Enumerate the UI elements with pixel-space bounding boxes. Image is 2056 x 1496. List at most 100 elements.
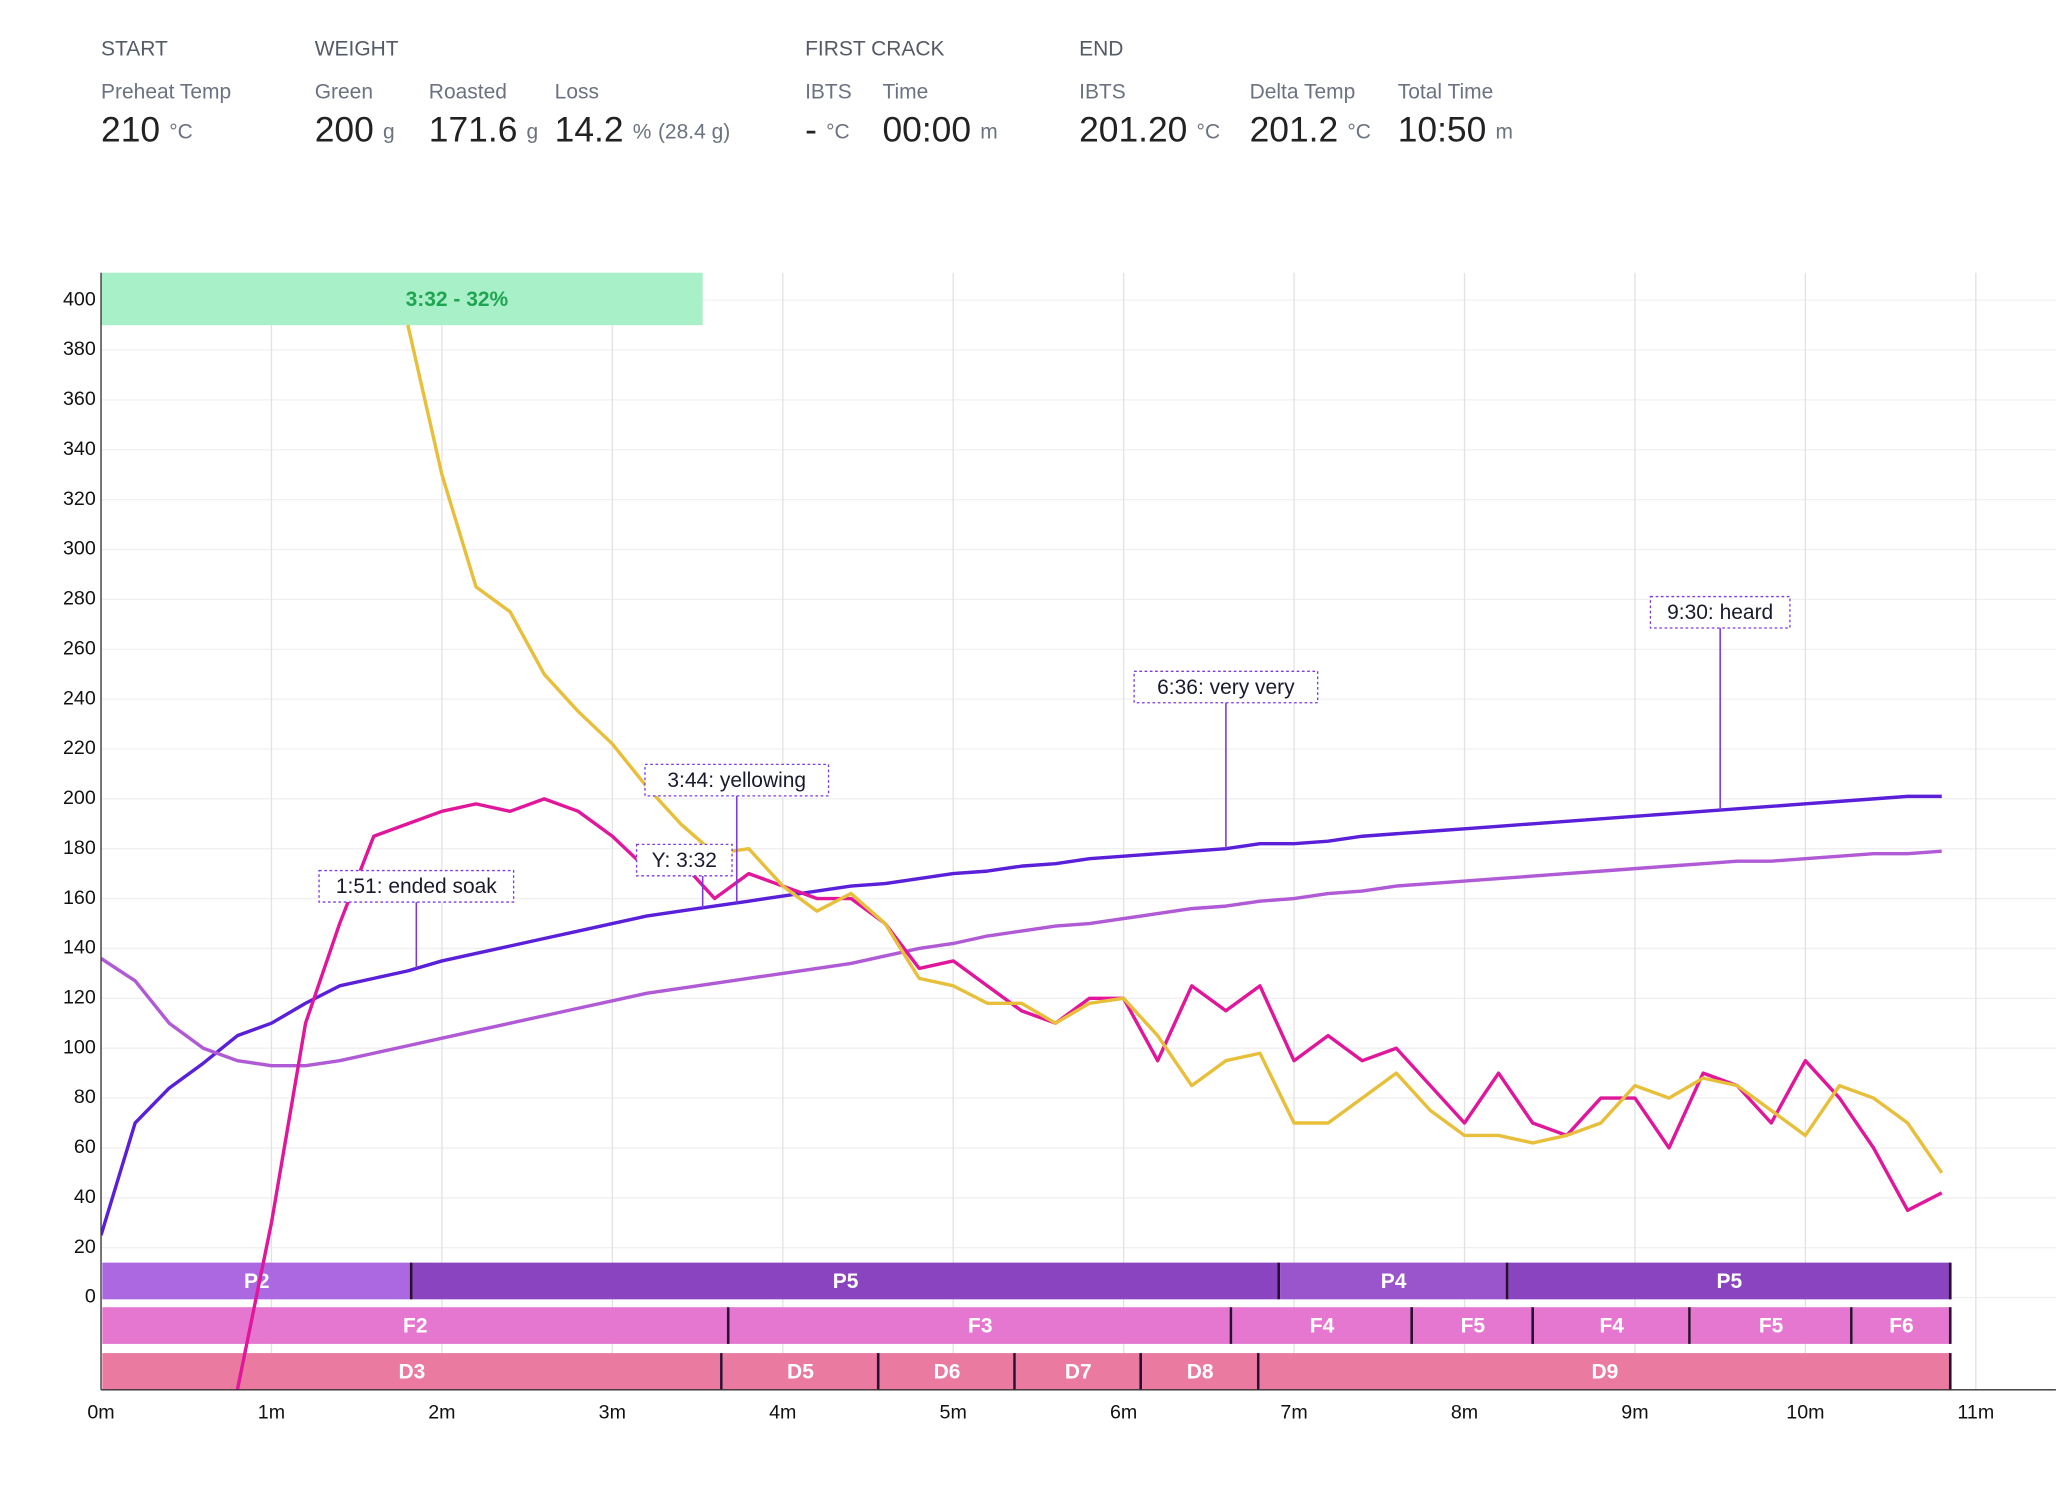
y-tick-label: 100 xyxy=(63,1036,96,1058)
phase-segment xyxy=(722,1353,879,1390)
x-tick-label: 0m xyxy=(87,1402,114,1424)
stat-value: 210 °C xyxy=(101,110,193,150)
x-tick-label: 5m xyxy=(940,1402,967,1424)
stat-value: 201.2 °C xyxy=(1250,110,1371,150)
series-line xyxy=(235,797,1943,1390)
value: 201.20 xyxy=(1079,110,1187,150)
unit: °C xyxy=(169,120,193,143)
annotation-box xyxy=(1133,670,1319,704)
stat-label: Roasted xyxy=(429,81,507,104)
x-tick-label: 11m xyxy=(1957,1402,1994,1424)
y-tick-label: 40 xyxy=(74,1186,96,1208)
annotation-label: 9:30: heard xyxy=(1667,601,1773,624)
segment-label: D3 xyxy=(398,1360,425,1383)
y-tick-label: 300 xyxy=(63,538,96,560)
segment-label: D9 xyxy=(1592,1360,1619,1383)
unit: g xyxy=(383,120,395,143)
y-tick-label: 80 xyxy=(74,1086,96,1108)
segment-label: F2 xyxy=(403,1314,427,1337)
phase-segment xyxy=(102,1307,729,1344)
phase-segment xyxy=(1852,1307,1951,1344)
phase-segment xyxy=(879,1353,1015,1390)
value: 171.6 xyxy=(429,110,518,150)
segment-label: F6 xyxy=(1889,1314,1913,1337)
segment-label: P2 xyxy=(244,1270,270,1293)
stat-label: Total Time xyxy=(1398,81,1494,104)
value: 10:50 xyxy=(1398,110,1487,150)
y-tick-label: 380 xyxy=(63,338,96,360)
phase-segment xyxy=(412,1262,1279,1300)
phase-segment xyxy=(1259,1353,1951,1390)
annotation-box xyxy=(1649,595,1791,629)
phase-segment xyxy=(1412,1307,1533,1344)
value: - xyxy=(805,110,817,150)
y-tick-label: 20 xyxy=(74,1236,96,1258)
x-tick-label: 7m xyxy=(1280,1402,1307,1424)
unit: m xyxy=(1495,120,1512,143)
segment-label: F4 xyxy=(1310,1314,1335,1337)
y-tick-label: 160 xyxy=(63,887,96,909)
group-title: START xyxy=(101,37,168,60)
stat-label: Green xyxy=(315,81,373,104)
x-tick-label: 8m xyxy=(1451,1402,1478,1424)
x-tick-label: 6m xyxy=(1110,1402,1137,1424)
stat-label: Preheat Temp xyxy=(101,81,231,104)
y-tick-label: 260 xyxy=(63,637,96,659)
segment-label: P5 xyxy=(1717,1270,1743,1293)
stat-value: 171.6 g xyxy=(429,110,538,150)
x-tick-label: 3m xyxy=(599,1402,626,1424)
phase-segment xyxy=(1690,1307,1852,1344)
phase-segment xyxy=(102,1353,722,1390)
stat-value: 00:00 m xyxy=(882,110,997,150)
group-title: FIRST CRACK xyxy=(805,37,944,60)
y-tick-label: 180 xyxy=(63,837,96,859)
phase-segment xyxy=(1141,1353,1259,1390)
y-tick-label: 320 xyxy=(63,488,96,510)
stat-label: Time xyxy=(882,81,928,104)
unit: °C xyxy=(1197,120,1221,143)
stat-value: 200 g xyxy=(315,110,395,150)
segment-label: D8 xyxy=(1187,1360,1214,1383)
annotation-label: Y: 3:32 xyxy=(652,849,717,872)
y-tick-label: 220 xyxy=(63,737,96,759)
segment-label: P4 xyxy=(1381,1270,1407,1293)
unit: °C xyxy=(1347,120,1371,143)
y-tick-label: 120 xyxy=(63,987,96,1009)
value: 14.2 xyxy=(555,110,624,150)
segment-label: D7 xyxy=(1065,1360,1092,1383)
segment-label: D6 xyxy=(934,1360,961,1383)
segment-label: F5 xyxy=(1759,1314,1784,1337)
value: 00:00 xyxy=(882,110,971,150)
x-tick-label: 10m xyxy=(1786,1402,1824,1424)
phase-segment xyxy=(729,1307,1232,1344)
y-tick-label: 60 xyxy=(74,1136,96,1158)
group-title: WEIGHT xyxy=(315,37,399,60)
y-tick-label: 340 xyxy=(63,438,96,460)
highlight-box xyxy=(101,272,703,326)
series-line xyxy=(101,849,1942,1068)
y-tick-label: 400 xyxy=(63,288,96,310)
value: 201.2 xyxy=(1250,110,1339,150)
y-tick-label: 140 xyxy=(63,937,96,959)
value: 210 xyxy=(101,110,160,150)
stat-label: Loss xyxy=(555,81,599,104)
x-tick-label: 4m xyxy=(769,1402,796,1424)
phase-segment xyxy=(1232,1307,1412,1344)
annotation-label: 1:51: ended soak xyxy=(336,875,497,898)
x-tick-label: 1m xyxy=(258,1402,285,1424)
extra: (28.4 g) xyxy=(658,120,730,143)
unit: g xyxy=(527,120,539,143)
y-tick-label: 0 xyxy=(85,1286,96,1308)
phase-segment xyxy=(1015,1353,1141,1390)
segment-label: F5 xyxy=(1461,1314,1486,1337)
annotation-box xyxy=(635,843,733,877)
annotation-box xyxy=(644,763,830,797)
x-tick-label: 2m xyxy=(428,1402,455,1424)
annotation-label: 6:36: very very xyxy=(1157,676,1295,699)
segment-label: F4 xyxy=(1600,1314,1625,1337)
unit: m xyxy=(980,120,997,143)
segment-label: D5 xyxy=(787,1360,814,1383)
stat-value: 10:50 m xyxy=(1398,110,1513,150)
